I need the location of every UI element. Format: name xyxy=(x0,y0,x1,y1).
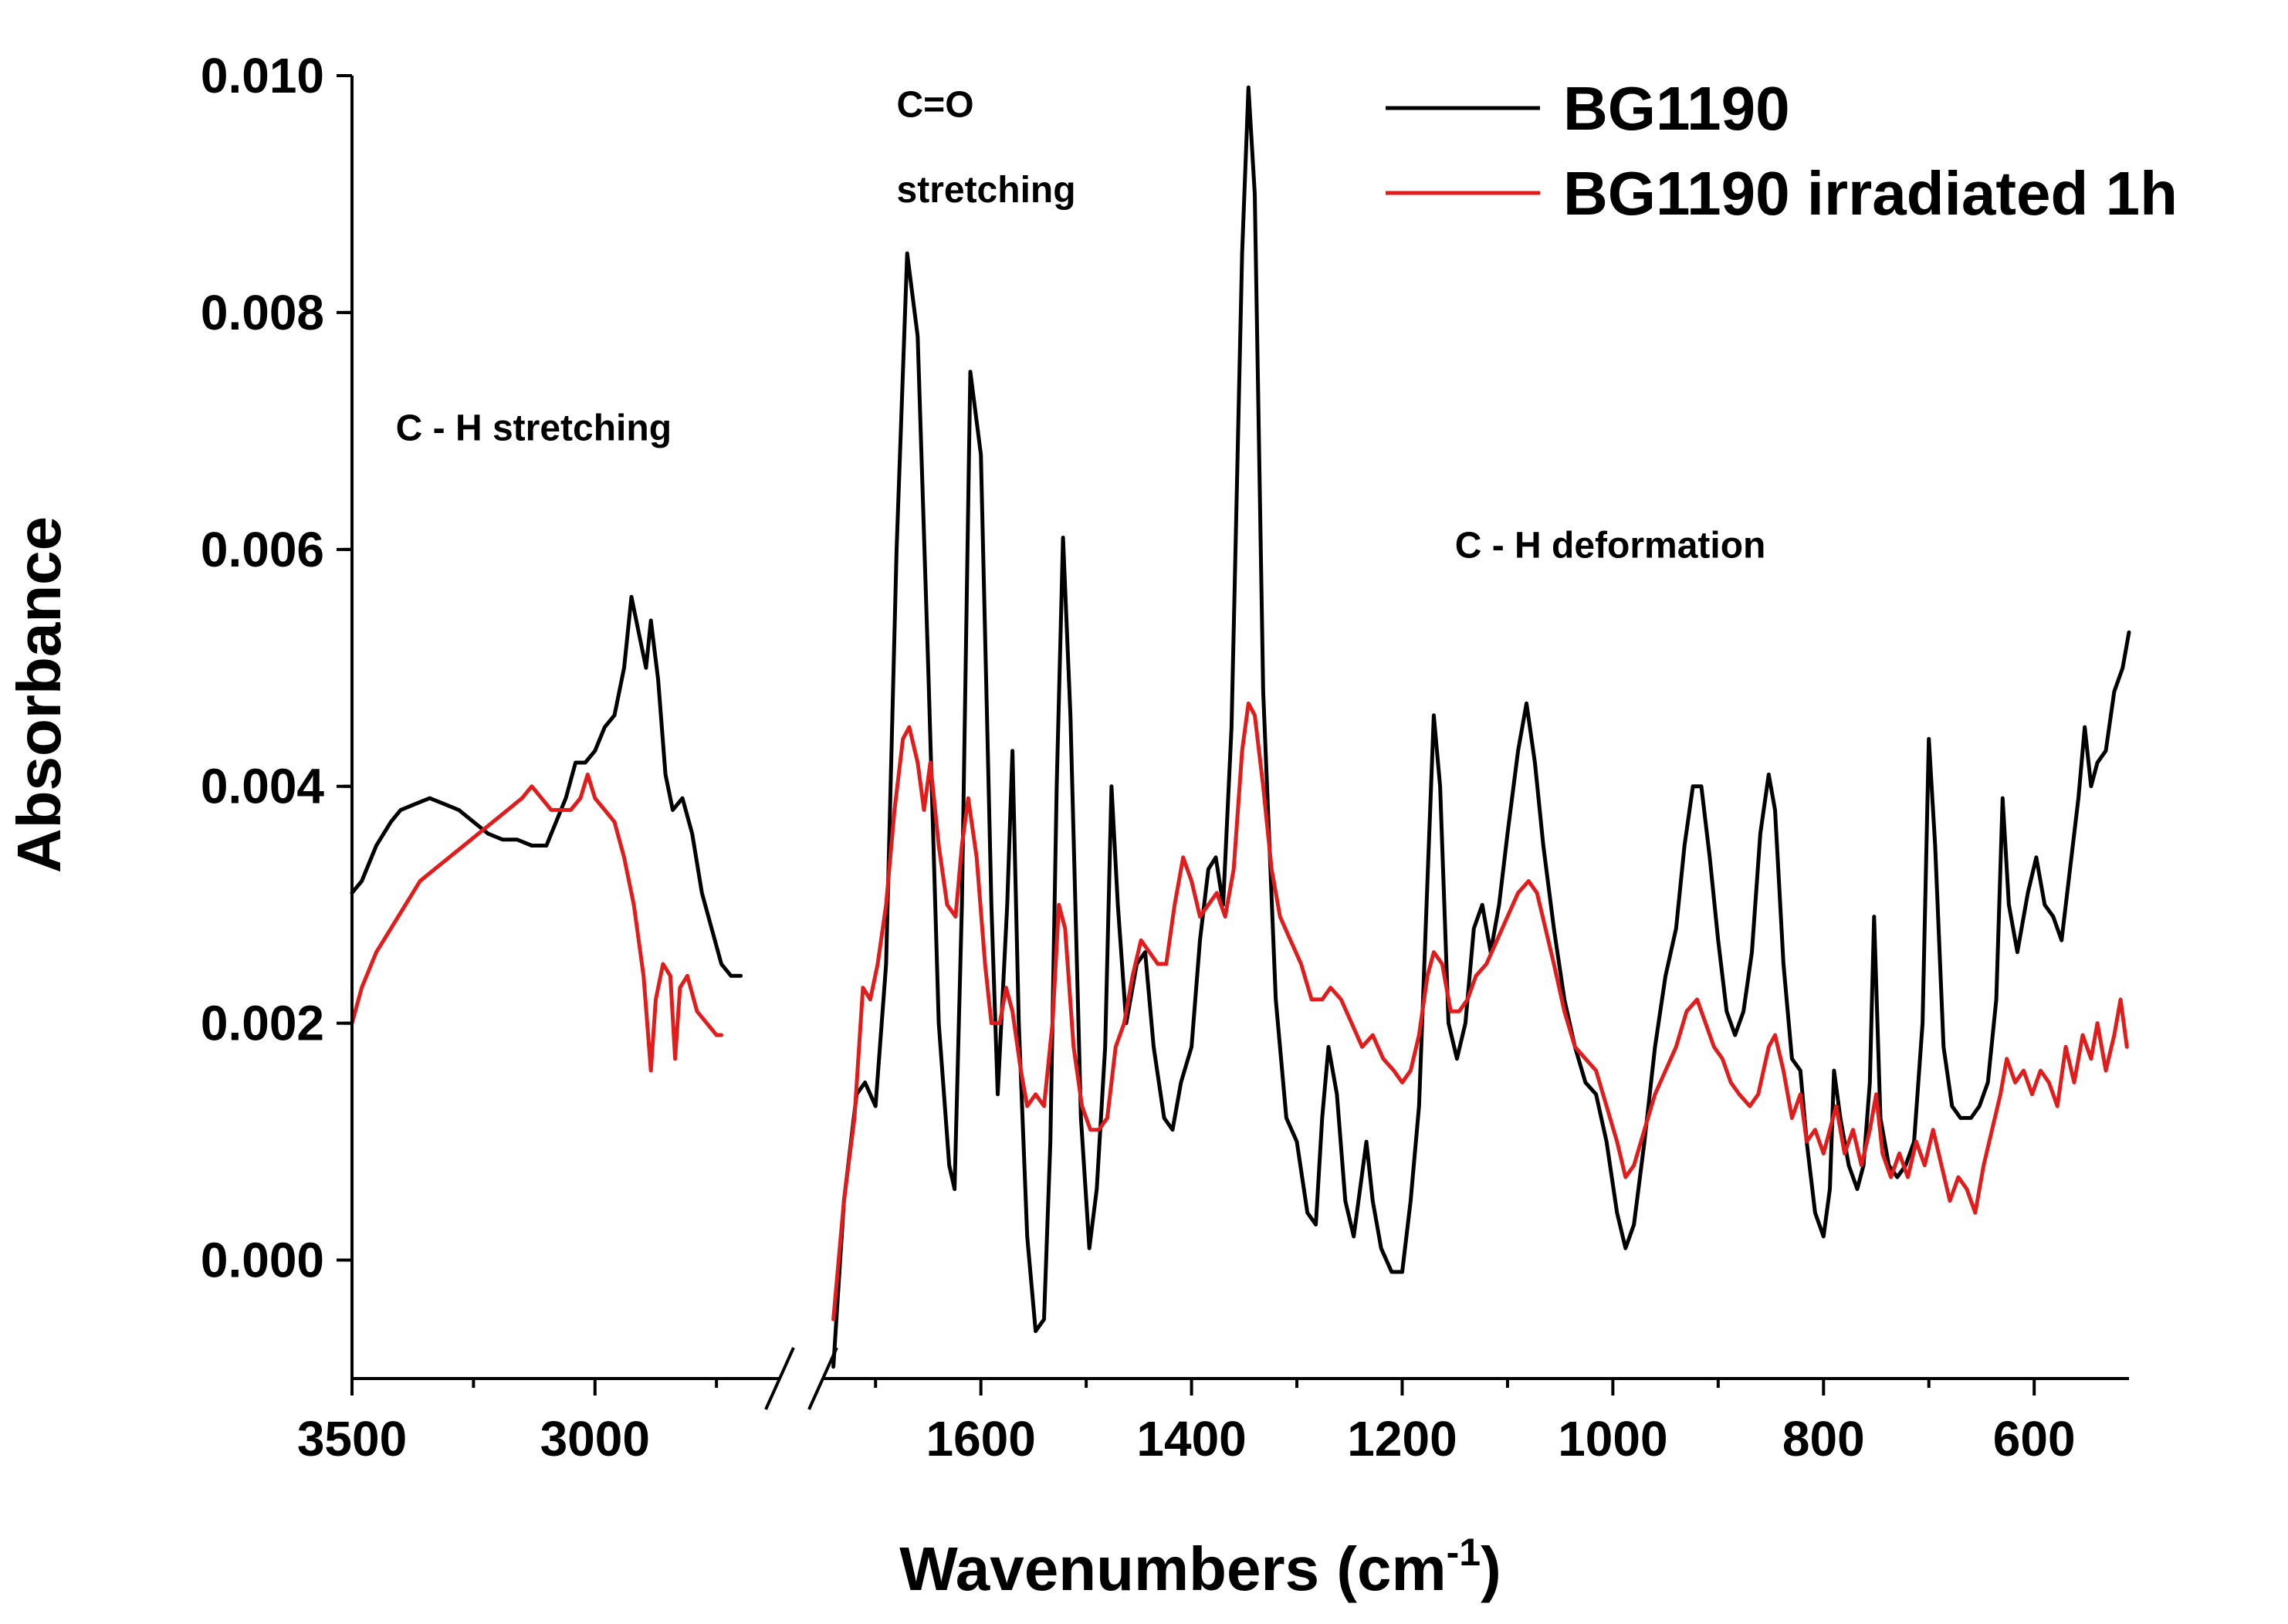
x-axis-title-close: ) xyxy=(1481,1534,1501,1603)
axis-break-mark xyxy=(807,1347,838,1410)
y-tick-label: 0.004 xyxy=(201,759,325,814)
y-tick-label: 0.010 xyxy=(201,48,324,103)
legend: BG1190 BG1190 irradiated 1h xyxy=(1386,74,2178,228)
x-tick-label: 3500 xyxy=(297,1411,407,1467)
x-axis: 3500 3000 1600 1400 1200 1000 800 600 xyxy=(297,1347,2129,1467)
annotation-label: C - H deformation xyxy=(1455,526,1766,567)
annotation-label: C - H stretching xyxy=(396,408,672,449)
series-line-bg1190-irradiated-segment-2 xyxy=(831,701,2129,1321)
series-line-bg1190-segment-2 xyxy=(831,85,2131,1369)
y-axis-title: Absorbance xyxy=(5,516,73,873)
plot-lines xyxy=(350,85,2131,1369)
y-tick-label: 0.002 xyxy=(201,996,324,1051)
x-tick-label: 600 xyxy=(1993,1411,2076,1467)
x-axis-title-main: Wavenumbers (cm xyxy=(899,1534,1446,1603)
axis-break-mark xyxy=(764,1347,795,1410)
x-tick-label: 1600 xyxy=(926,1411,1035,1467)
x-tick-label: 1200 xyxy=(1347,1411,1457,1467)
x-axis-title: Wavenumbers (cm-1) xyxy=(899,1531,1501,1603)
annotation-label: stretching xyxy=(897,170,1076,211)
annotations: C=O stretching C - H stretching C - H defor… xyxy=(396,85,1766,567)
series-line-bg1190-irradiated-segment-1 xyxy=(350,772,723,1073)
legend-label: BG1190 xyxy=(1563,74,1790,143)
annotation-label: C=O xyxy=(897,85,974,126)
y-tick-label: 0.008 xyxy=(201,285,324,340)
series-line-bg1190-segment-1 xyxy=(350,594,743,978)
x-tick-label: 3000 xyxy=(540,1411,650,1467)
x-tick-label: 1400 xyxy=(1136,1411,1246,1467)
x-tick-label: 800 xyxy=(1782,1411,1865,1467)
legend-label: BG1190 irradiated 1h xyxy=(1563,159,2178,228)
y-tick-label: 0.006 xyxy=(201,522,324,577)
x-tick-label: 1000 xyxy=(1558,1411,1667,1467)
y-tick-label: 0.000 xyxy=(201,1233,324,1288)
x-axis-title-superscript: -1 xyxy=(1447,1531,1481,1574)
y-axis: 0.000 0.002 0.004 0.006 0.008 0.010 xyxy=(201,48,354,1379)
